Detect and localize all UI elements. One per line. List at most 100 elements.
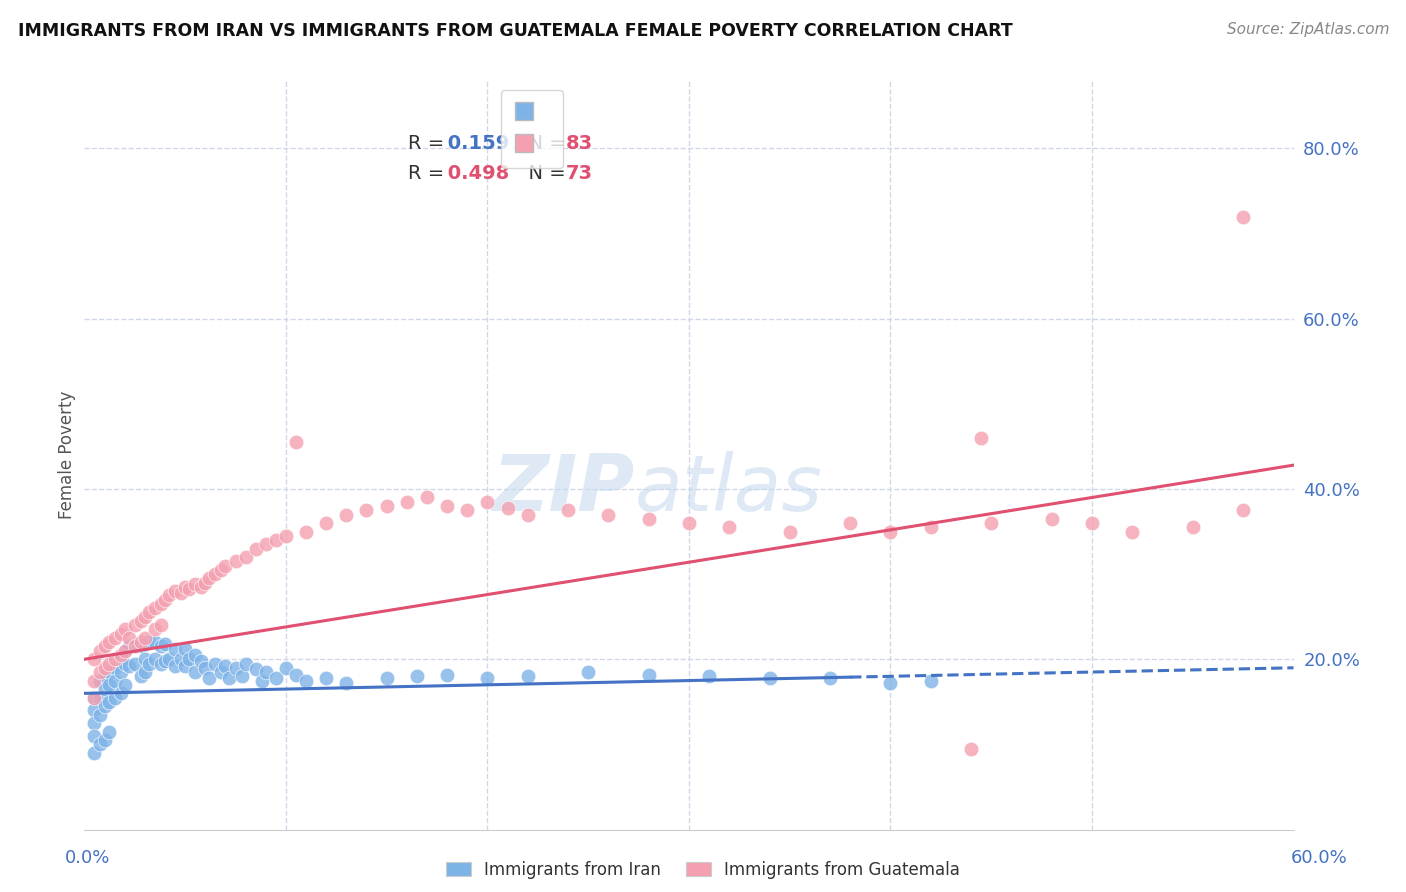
Point [165,642,187,657]
Text: N =: N = [516,135,572,153]
Point [93,669,115,683]
Point [129,640,152,654]
Point [83,690,105,705]
Point [149,618,172,632]
Point [124,640,146,654]
Point [225,554,247,568]
Point [89,644,111,658]
Point [315,671,337,685]
Text: Source: ZipAtlas.com: Source: ZipAtlas.com [1226,22,1389,37]
Point [356,503,378,517]
Point [214,558,236,573]
Text: 60.0%: 60.0% [1291,849,1347,867]
Point [190,580,212,594]
Point [970,431,993,445]
Point [129,669,152,683]
Point [818,671,841,685]
Point [83,652,105,666]
Text: ZIP: ZIP [492,450,634,526]
Point [184,648,207,662]
Point [97,657,120,671]
Point [235,657,257,671]
Point [375,499,398,513]
Point [516,669,538,683]
Point [93,681,115,696]
Point [83,716,105,731]
Point [104,652,127,666]
Point [89,665,111,679]
Point [174,642,197,657]
Point [335,676,357,690]
Point [110,626,132,640]
Point [1040,512,1063,526]
Point [89,707,111,722]
Point [143,601,166,615]
Point [285,667,308,681]
Point [165,659,187,673]
Point [637,512,659,526]
Text: 0.0%: 0.0% [65,849,110,867]
Point [97,665,120,679]
Point [436,499,458,513]
Text: IMMIGRANTS FROM IRAN VS IMMIGRANTS FROM GUATEMALA FEMALE POVERTY CORRELATION CHA: IMMIGRANTS FROM IRAN VS IMMIGRANTS FROM … [18,22,1014,40]
Point [170,652,193,666]
Point [83,703,105,717]
Point [477,494,499,508]
Point [576,665,599,679]
Point [1232,503,1254,517]
Point [93,699,115,714]
Point [124,657,146,671]
Point [204,657,226,671]
Point [143,623,166,637]
Point [295,524,318,539]
Point [758,671,780,685]
Point [295,673,318,688]
Point [254,537,277,551]
Point [110,652,132,666]
Point [110,686,132,700]
Point [124,618,146,632]
Point [114,678,136,692]
Point [920,673,942,688]
Point [274,661,297,675]
Text: R =: R = [408,164,451,184]
Point [1081,516,1104,530]
Point [138,635,160,649]
Point [225,661,247,675]
Point [198,571,221,585]
Point [114,623,136,637]
Point [93,661,115,675]
Point [395,494,418,508]
Point [496,500,519,515]
Point [134,665,156,679]
Point [235,550,257,565]
Point [516,508,538,522]
Point [143,635,166,649]
Point [129,614,152,628]
Point [149,640,172,654]
Point [97,724,120,739]
Point [153,637,176,651]
Point [93,640,115,654]
Point [83,746,105,760]
Point [118,659,141,673]
Point [134,637,156,651]
Point [678,516,700,530]
Point [285,435,308,450]
Point [274,529,297,543]
Point [165,584,187,599]
Point [194,575,217,590]
Point [138,657,160,671]
Point [920,520,942,534]
Point [194,661,217,675]
Point [174,659,197,673]
Text: 73: 73 [565,164,592,184]
Point [83,690,105,705]
Point [110,648,132,662]
Point [134,609,156,624]
Point [980,516,1002,530]
Point [89,738,111,752]
Point [114,644,136,658]
Point [1181,520,1204,534]
Legend: , : , [501,90,562,168]
